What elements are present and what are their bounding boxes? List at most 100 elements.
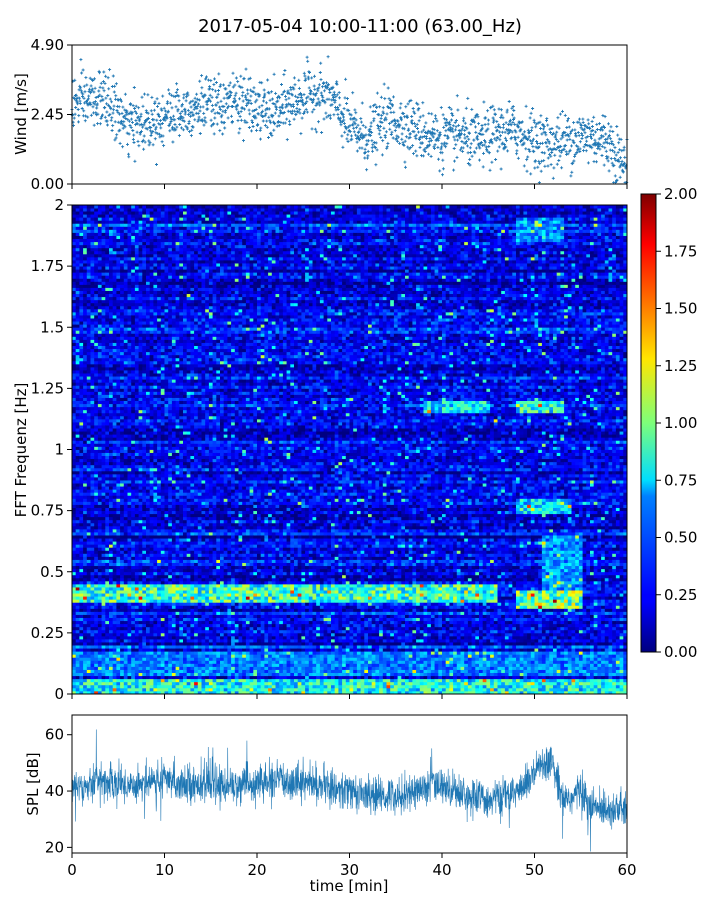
spectrogram-cell bbox=[168, 355, 172, 358]
spectrogram-cell bbox=[98, 294, 102, 297]
spectrogram-cell bbox=[120, 401, 124, 404]
spectrogram-cell bbox=[183, 553, 187, 556]
spectrogram-cell bbox=[131, 596, 135, 599]
spectrogram-cell bbox=[150, 498, 154, 501]
spectrogram-cell bbox=[157, 321, 161, 324]
spectrogram-cell bbox=[168, 474, 172, 477]
spectrogram-cell bbox=[120, 382, 124, 385]
spectrogram-cell bbox=[94, 572, 98, 575]
spectrogram-cell bbox=[157, 446, 161, 449]
spectrogram-cell bbox=[98, 385, 102, 388]
spectrogram-cell bbox=[183, 382, 187, 385]
spectrogram-cell bbox=[120, 385, 124, 388]
spectrogram-cell bbox=[76, 226, 80, 229]
spectrogram-cell bbox=[142, 569, 146, 572]
spectrogram-cell bbox=[72, 575, 76, 578]
spectrogram-cell bbox=[131, 569, 135, 572]
spectrogram-cell bbox=[87, 333, 91, 336]
spectrogram-cell bbox=[157, 599, 161, 602]
spectrogram-cell bbox=[98, 660, 102, 663]
spectrogram-cell bbox=[98, 535, 102, 538]
spectrogram-cell bbox=[165, 645, 169, 648]
spectrogram-cell bbox=[179, 541, 183, 544]
spectrogram-cell bbox=[172, 288, 176, 291]
spectrogram-cell bbox=[72, 621, 76, 624]
spectrogram-heatmap bbox=[72, 205, 627, 694]
spectrogram-cell bbox=[113, 581, 117, 584]
spectrogram-cell bbox=[113, 272, 117, 275]
spectrogram-cell bbox=[128, 599, 132, 602]
spectrogram-cell bbox=[102, 443, 106, 446]
spectrogram-cell bbox=[135, 364, 139, 367]
spectrogram-cell bbox=[76, 284, 80, 287]
spectrogram-cell bbox=[128, 633, 132, 636]
spectrogram-cell bbox=[87, 685, 91, 688]
spectrogram-cell bbox=[87, 208, 91, 211]
spectrogram-cell bbox=[87, 599, 91, 602]
spectrogram-cell bbox=[131, 217, 135, 220]
spectrogram-cell bbox=[109, 431, 113, 434]
spectrogram-cell bbox=[105, 355, 109, 358]
spectrogram-cell bbox=[94, 288, 98, 291]
spectrogram-cell bbox=[105, 260, 109, 263]
spectrogram-cell bbox=[98, 596, 102, 599]
spectrogram-cell bbox=[150, 501, 154, 504]
spectrogram-cell bbox=[179, 486, 183, 489]
spectrogram-cell bbox=[72, 376, 76, 379]
spectrogram-cell bbox=[150, 648, 154, 651]
spectrogram-cell bbox=[146, 590, 150, 593]
spectrogram-cell bbox=[168, 584, 172, 587]
spectrogram-cell bbox=[142, 349, 146, 352]
spectrogram-cell bbox=[98, 242, 102, 245]
spectrogram-cell bbox=[87, 553, 91, 556]
spectrogram-cell bbox=[109, 297, 113, 300]
spectrogram-cell bbox=[79, 505, 83, 508]
spectrogram-cell bbox=[98, 523, 102, 526]
spectrogram-cell bbox=[87, 682, 91, 685]
spectrogram-cell bbox=[161, 428, 165, 431]
spectrogram-cell bbox=[120, 214, 124, 217]
spectrogram-cell bbox=[76, 303, 80, 306]
spectrogram-cell bbox=[131, 560, 135, 563]
spectrogram-cell bbox=[124, 361, 128, 364]
spectrogram-cell bbox=[76, 428, 80, 431]
spectrogram-cell bbox=[124, 556, 128, 559]
spectrogram-cell bbox=[124, 621, 128, 624]
spectrogram-cell bbox=[102, 394, 106, 397]
spectrogram-cell bbox=[120, 428, 124, 431]
spectrogram-cell bbox=[79, 220, 83, 223]
spectrogram-cell bbox=[146, 220, 150, 223]
spectrogram-cell bbox=[146, 663, 150, 666]
spectrogram-cell bbox=[179, 391, 183, 394]
spectrogram-cell bbox=[120, 453, 124, 456]
spectrogram-cell bbox=[150, 446, 154, 449]
spectrogram-cell bbox=[91, 321, 95, 324]
spectrogram-cell bbox=[172, 315, 176, 318]
spectrogram-cell bbox=[109, 532, 113, 535]
spectrogram-cell bbox=[128, 275, 132, 278]
spectrogram-cell bbox=[150, 373, 154, 376]
spectrogram-cell bbox=[109, 217, 113, 220]
spectrogram-cell bbox=[94, 413, 98, 416]
spectrogram-cell bbox=[153, 593, 157, 596]
spectrogram-cell bbox=[72, 688, 76, 691]
spectrogram-cell bbox=[102, 220, 106, 223]
spectrogram-cell bbox=[91, 657, 95, 660]
spectrogram-cell bbox=[83, 581, 87, 584]
spectrogram-cell bbox=[91, 477, 95, 480]
spectrogram-cell bbox=[135, 474, 139, 477]
spectrogram-cell bbox=[83, 385, 87, 388]
spectrogram-cell bbox=[168, 608, 172, 611]
spectrogram-cell bbox=[157, 333, 161, 336]
spectrogram-cell bbox=[72, 434, 76, 437]
spectrogram-cell bbox=[157, 648, 161, 651]
spectrogram-cell bbox=[165, 505, 169, 508]
spectrogram-cell bbox=[176, 569, 180, 572]
spectrogram-cell bbox=[179, 370, 183, 373]
spectrogram-cell bbox=[131, 584, 135, 587]
spectrogram-cell bbox=[165, 425, 169, 428]
spectrogram-cell bbox=[168, 251, 172, 254]
spectrogram-cell bbox=[102, 544, 106, 547]
spectrogram-cell bbox=[131, 566, 135, 569]
spectrogram-cell bbox=[161, 498, 165, 501]
